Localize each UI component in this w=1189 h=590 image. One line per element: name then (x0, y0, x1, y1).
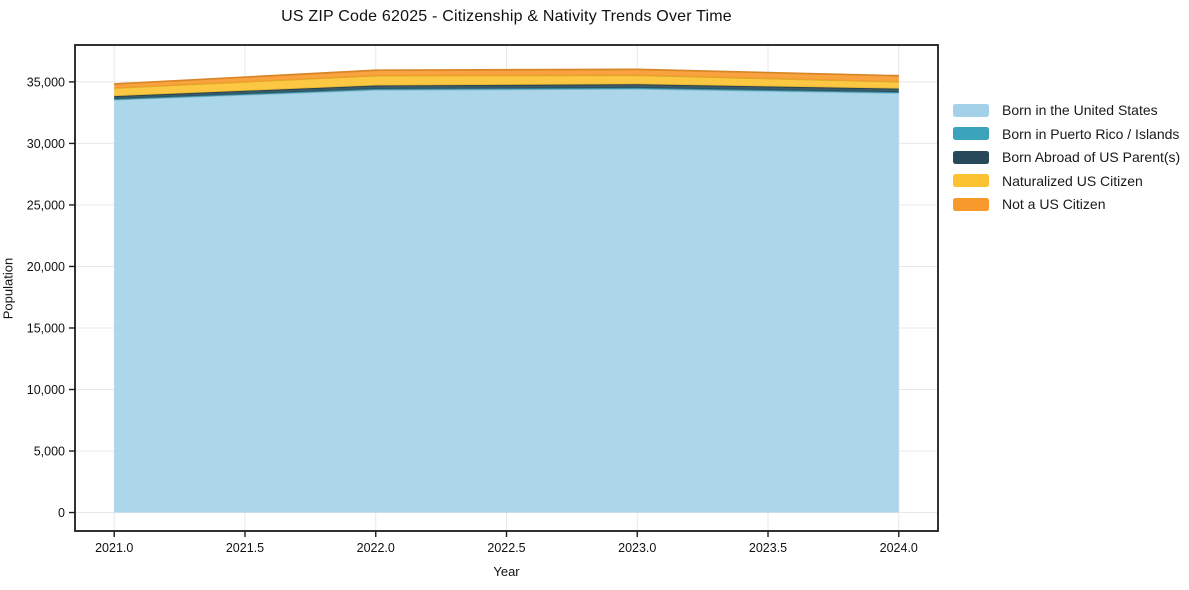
legend-swatch-born-abroad (953, 150, 989, 164)
legend-label-born-abroad: Born Abroad of US Parent(s) (1002, 149, 1181, 165)
legend-label-naturalized: Naturalized US Citizen (1002, 172, 1143, 189)
y-tick-label: 30,000 (27, 137, 65, 151)
y-tick-label: 0 (58, 506, 65, 520)
y-tick-label: 15,000 (27, 321, 65, 335)
legend-swatch-naturalized (953, 174, 989, 187)
legend-item-born-abroad: Born Abroad of US Parent(s) (953, 150, 1180, 164)
y-tick-label: 35,000 (27, 75, 65, 89)
area-born-abroad (114, 84, 899, 100)
area-edge-born-us (114, 88, 899, 101)
x-tick-label: 2024.0 (880, 541, 918, 555)
legend-label-born-us: Born in the United States (1002, 102, 1158, 118)
legend: Born in the United States Born in Puerto … (953, 103, 1180, 211)
y-tick-label: 5,000 (34, 445, 65, 459)
legend-label-born-pr: Born in Puerto Rico / Islands (1002, 125, 1180, 142)
legend-item-born-us: Born in the United States (953, 103, 1180, 117)
y-tick-label: 20,000 (27, 260, 65, 274)
y-tick-label: 25,000 (27, 198, 65, 212)
x-tick-label: 2023.5 (749, 541, 787, 555)
area-edge-not-citizen (114, 68, 899, 85)
chart-title: US ZIP Code 62025 - Citizenship & Nativi… (281, 8, 732, 25)
x-tick-label: 2023.0 (618, 541, 656, 555)
x-tick-label: 2021.5 (226, 541, 264, 555)
y-tick-label: 10,000 (27, 383, 65, 397)
x-tick-label: 2022.5 (487, 541, 525, 555)
x-tick-label: 2022.0 (357, 541, 395, 555)
legend-swatch-born-pr (953, 127, 989, 140)
legend-item-naturalized: Naturalized US Citizen (953, 174, 1180, 188)
x-axis-label: Year (493, 564, 520, 579)
area-naturalized (114, 75, 899, 97)
x-tick-label: 2021.0 (95, 541, 133, 555)
y-axis-label: Population (0, 257, 16, 320)
legend-label-not-citizen: Not a US Citizen (1002, 196, 1106, 212)
legend-item-not-citizen: Not a US Citizen (953, 197, 1180, 211)
area-born-us (114, 88, 899, 513)
legend-swatch-not-citizen (953, 197, 989, 211)
legend-swatch-born-us (953, 103, 989, 117)
legend-item-born-pr: Born in Puerto Rico / Islands (953, 127, 1180, 141)
